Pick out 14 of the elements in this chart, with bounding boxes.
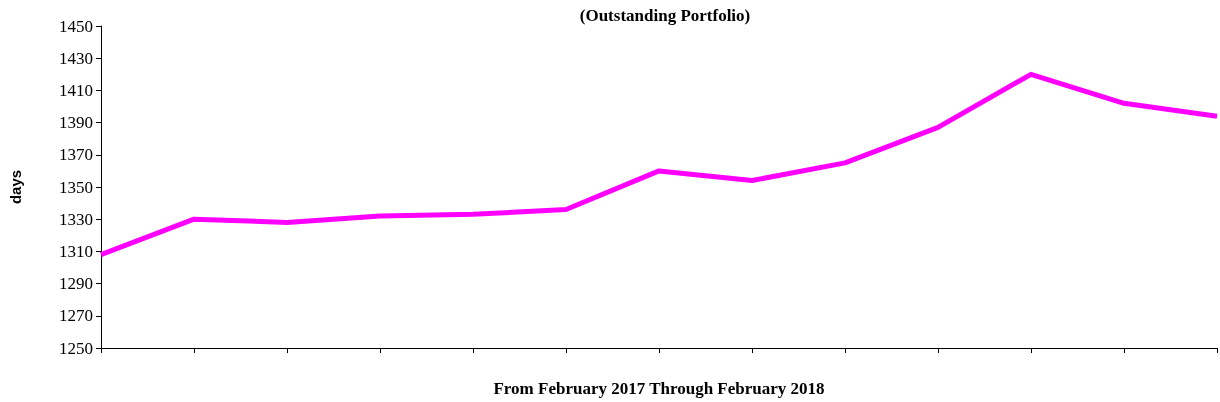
y-tick-label: 1330 <box>59 209 93 229</box>
x-axis-title: From February 2017 Through February 2018 <box>493 379 825 398</box>
y-tick-label: 1310 <box>59 241 93 261</box>
y-tick-label: 1390 <box>59 113 93 133</box>
y-tick-label: 1430 <box>59 48 93 68</box>
y-axis-title: days <box>7 169 24 205</box>
y-tick-label: 1270 <box>59 306 93 326</box>
y-tick-label: 1410 <box>59 80 93 100</box>
y-tick-label: 1450 <box>59 16 93 36</box>
y-tick-label: 1250 <box>59 338 93 358</box>
y-tick-label: 1290 <box>59 274 93 294</box>
y-tick-label: 1370 <box>59 145 93 165</box>
chart-title: (Outstanding Portfolio) <box>579 6 751 25</box>
y-tick-label: 1350 <box>59 177 93 197</box>
